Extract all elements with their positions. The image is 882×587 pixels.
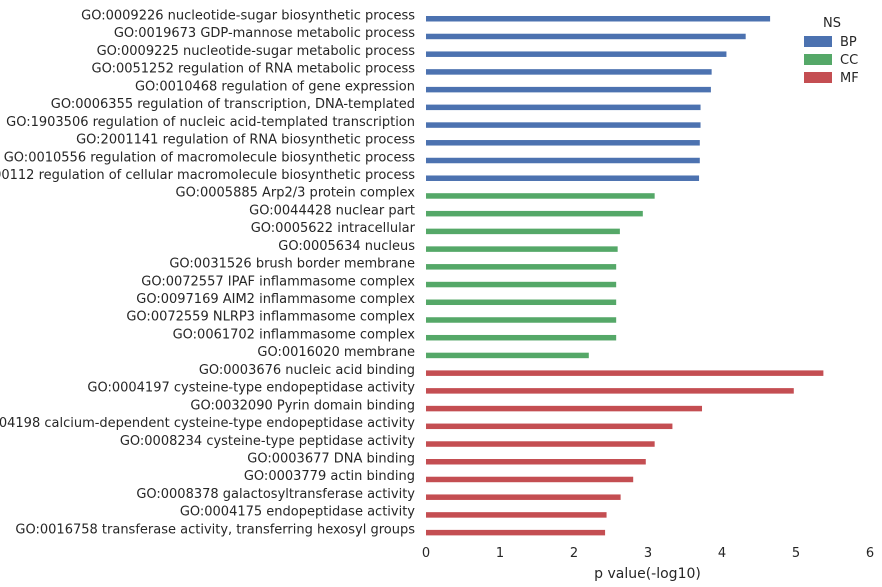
bar-cc <box>426 317 617 323</box>
bar-bp <box>426 69 712 75</box>
category-label: GO:0003779 actin binding <box>244 469 415 484</box>
category-label: GO:0008234 cysteine-type peptidase activ… <box>120 434 415 449</box>
category-label: GO:0008378 galactosyltransferase activit… <box>136 487 415 502</box>
bar-bp <box>426 86 711 93</box>
legend-swatch-bp <box>804 36 832 47</box>
bar-cc <box>426 210 643 217</box>
bar-cc <box>426 264 617 270</box>
category-label: GO:2000112 regulation of cellular macrom… <box>0 168 415 183</box>
bar-mf <box>426 459 646 465</box>
category-label: GO:0003676 nucleic acid binding <box>199 363 415 378</box>
bar-bp <box>426 122 701 128</box>
bar-mf <box>426 494 621 500</box>
bar-mf <box>426 423 673 430</box>
bar-mf <box>426 370 824 376</box>
category-label: GO:0044428 nuclear part <box>249 203 415 218</box>
bar-mf <box>426 441 655 447</box>
category-labels-group: GO:0009226 nucleotide-sugar biosynthetic… <box>0 9 416 538</box>
category-label: GO:0004198 calcium-dependent cysteine-ty… <box>0 416 415 431</box>
bar-mf <box>426 388 794 394</box>
category-label: GO:0061702 inflammasome complex <box>173 327 416 342</box>
legend-swatch-mf <box>804 72 832 83</box>
category-label: GO:0016758 transferase activity, transfe… <box>15 522 415 537</box>
category-label: GO:0005634 nucleus <box>278 239 415 254</box>
bar-cc <box>426 193 655 199</box>
legend-items: BP CC MF <box>804 35 859 86</box>
legend-label-bp: BP <box>840 35 857 50</box>
category-label: GO:0006355 regulation of transcription, … <box>51 97 415 112</box>
category-label: GO:0097169 AIM2 inflammasome complex <box>136 292 415 307</box>
category-label: GO:0004197 cysteine-type endopeptidase a… <box>87 381 415 396</box>
bar-bp <box>426 175 700 181</box>
category-label: GO:0010556 regulation of macromolecule b… <box>4 150 415 165</box>
bar-mf <box>426 476 634 483</box>
bar-cc <box>426 299 617 306</box>
category-label: GO:0003677 DNA binding <box>247 452 415 467</box>
category-label: GO:0010468 regulation of gene expression <box>135 79 415 94</box>
bar-cc <box>426 228 620 235</box>
legend-label-cc: CC <box>840 53 858 68</box>
category-label: GO:1903506 regulation of nucleic acid-te… <box>6 115 415 130</box>
category-label: GO:0072557 IPAF inflammasome complex <box>141 274 415 289</box>
category-label: GO:0009225 nucleotide-sugar metabolic pr… <box>97 44 416 59</box>
category-label: GO:0004175 endopeptidase activity <box>180 505 415 520</box>
category-label: GO:2001141 regulation of RNA biosyntheti… <box>76 133 415 148</box>
x-axis-title: p value(-log10) <box>594 566 701 582</box>
bar-mf <box>426 529 606 536</box>
category-label: GO:0051252 regulation of RNA metabolic p… <box>92 62 416 77</box>
x-tick-label: 1 <box>496 546 504 561</box>
category-label: GO:0019673 GDP-mannose metabolic process <box>114 26 415 41</box>
category-label: GO:0005885 Arp2/3 protein complex <box>176 186 416 201</box>
category-label: GO:0072559 NLRP3 inflammasome complex <box>126 310 415 325</box>
category-label: GO:0016020 membrane <box>257 345 415 360</box>
legend: NS BP CC MF <box>804 16 859 86</box>
bar-mf <box>426 512 607 518</box>
bar-mf <box>426 405 703 412</box>
bar-cc <box>426 246 618 252</box>
x-tick-label: 0 <box>422 546 430 561</box>
category-label: GO:0032090 Pyrin domain binding <box>190 398 415 413</box>
bar-cc <box>426 334 617 341</box>
x-tick-label: 4 <box>718 546 726 561</box>
bar-bp <box>426 157 700 164</box>
bars-group <box>426 16 824 536</box>
bar-cc <box>426 281 617 288</box>
x-tick-label: 3 <box>644 546 652 561</box>
x-tick-label: 6 <box>866 546 874 561</box>
legend-swatch-cc <box>804 54 832 65</box>
bar-bp <box>426 33 746 40</box>
legend-title: NS <box>823 16 841 31</box>
category-label: GO:0009226 nucleotide-sugar biosynthetic… <box>81 9 415 24</box>
x-tick-labels-group: 0 1 2 3 4 5 6 <box>422 546 874 561</box>
category-label: GO:0031526 brush border membrane <box>169 257 415 272</box>
bar-bp <box>426 51 727 57</box>
category-label: GO:0005622 intracellular <box>251 221 416 236</box>
x-tick-label: 5 <box>792 546 800 561</box>
bar-bp <box>426 104 701 111</box>
legend-label-mf: MF <box>840 71 859 86</box>
bar-bp <box>426 16 771 22</box>
x-tick-label: 2 <box>570 546 578 561</box>
bar-cc <box>426 352 589 359</box>
bar-bp <box>426 140 700 146</box>
